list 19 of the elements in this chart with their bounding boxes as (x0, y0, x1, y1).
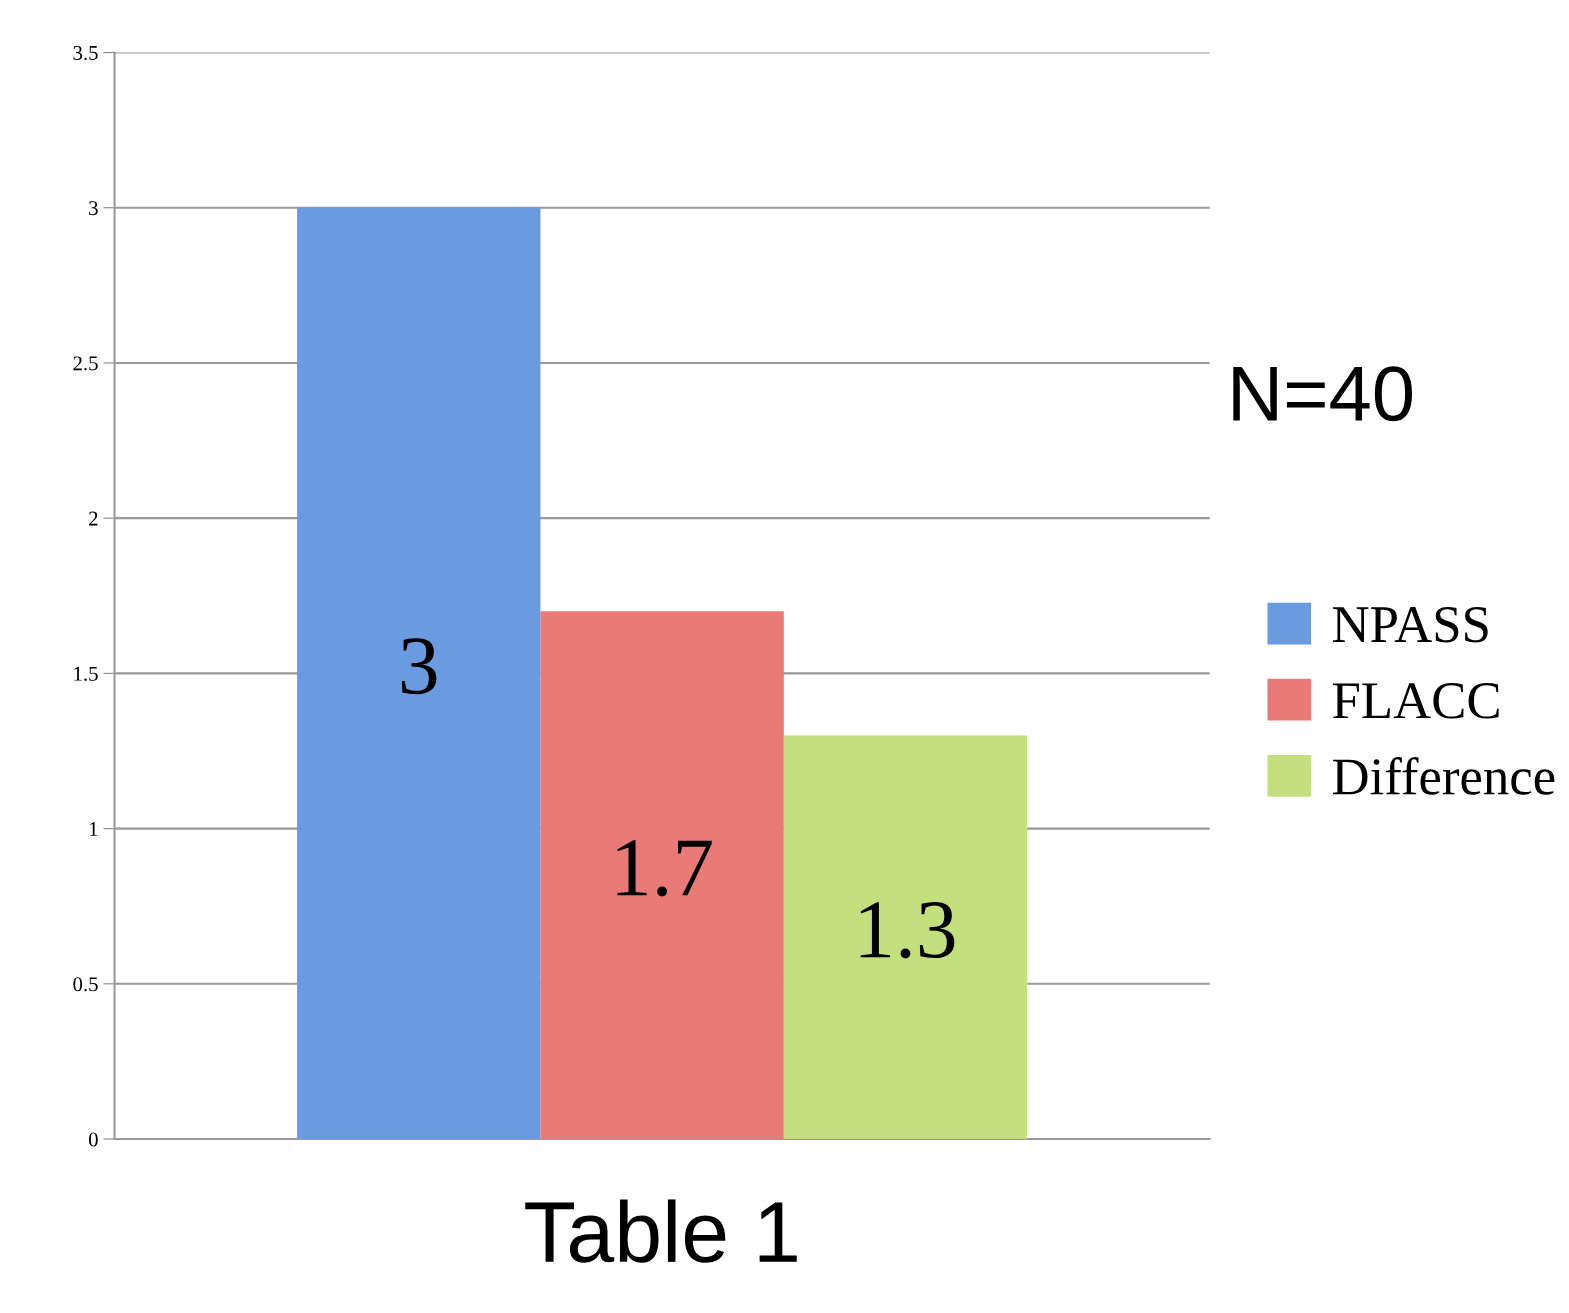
y-tick-label: 2.5 (73, 356, 98, 371)
y-tick-label: 0.5 (73, 977, 98, 992)
legend-label: NPASS (1333, 606, 1488, 643)
y-tick-label: 3.5 (73, 45, 98, 61)
legend-label: FLACC (1333, 683, 1499, 719)
y-tick-label: 1 (89, 822, 98, 836)
y-tick-label: 3 (89, 201, 98, 216)
bar (297, 207, 541, 1140)
y-tick-label: 2 (89, 511, 98, 526)
x-axis-title: Table 1 (525, 1199, 797, 1263)
y-tick-label: 0 (88, 1132, 98, 1147)
y-tick-label: 1.5 (74, 666, 98, 681)
data-label: 1.3 (860, 902, 955, 959)
legend-label: Difference (1333, 757, 1555, 795)
data-label: 3 (401, 638, 437, 695)
bar (783, 735, 1028, 1140)
bar (540, 611, 784, 1140)
data-label: 1.7 (617, 840, 712, 897)
text: N=40 (1233, 366, 1413, 422)
